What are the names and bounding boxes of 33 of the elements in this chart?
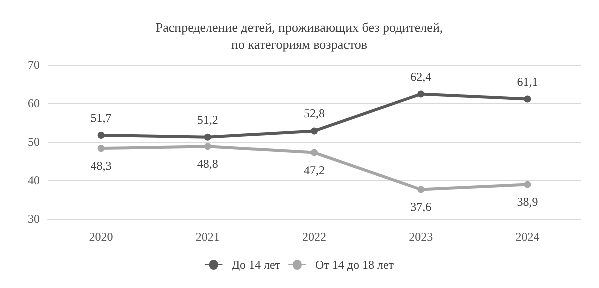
point	[418, 90, 425, 98]
y-tick-label: 60	[28, 96, 40, 110]
data-label: 38,9	[517, 195, 538, 210]
data-label: 37,6	[410, 200, 432, 214]
point	[524, 181, 532, 188]
y-tick-label: 50	[28, 135, 40, 149]
data-label: 51,2	[197, 112, 218, 127]
point	[98, 145, 105, 152]
data-label: 48,3	[90, 159, 112, 174]
y-tick-label: 70	[28, 58, 40, 72]
y-tick-label: 30	[28, 212, 40, 226]
data-label: 62,4	[410, 70, 432, 84]
x-tick-label: 2023	[409, 230, 434, 244]
data-label: 52,8	[304, 106, 325, 121]
x-tick-label: 2024	[516, 230, 540, 244]
data-label: 47,2	[304, 163, 325, 178]
x-tick-label: 2020	[89, 230, 114, 244]
chart-title: Распределение детей, проживающих без родителей, по категориям возрастов	[156, 20, 444, 52]
x-tick-label: 2021	[196, 230, 220, 244]
data-label: 61,1	[517, 74, 538, 89]
point	[311, 128, 318, 135]
point	[98, 132, 105, 139]
data-label: 51,7	[90, 110, 112, 125]
data-label: 48,8	[197, 157, 218, 172]
point	[204, 134, 212, 141]
point	[204, 143, 212, 150]
legend-label: До 14 лет	[232, 258, 282, 272]
y-tick-label: 40	[28, 174, 40, 188]
point	[418, 186, 425, 194]
point	[311, 149, 318, 156]
point	[524, 96, 532, 103]
legend-label: От 14 до 18 лет	[315, 258, 395, 272]
x-tick-label: 2022	[302, 230, 326, 244]
